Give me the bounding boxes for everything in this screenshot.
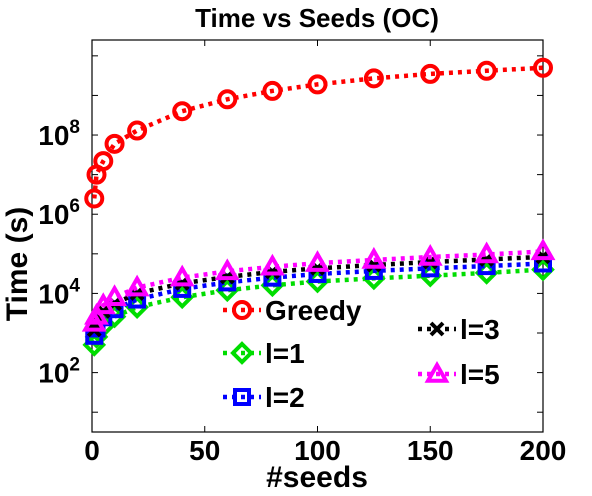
series-l-5 [81,238,556,332]
legend-item: l=3 [418,314,500,345]
data-point [127,120,148,141]
data-point [476,60,497,81]
y-axis-label: Time (s) [1,207,34,321]
data-point [262,80,283,101]
data-point [533,57,553,78]
x-tick-label: 50 [189,435,220,466]
data-point [259,253,285,276]
legend-item: l=1 [223,338,305,369]
y-tick-label: 108 [38,117,80,151]
legend-label: l=1 [265,338,305,369]
legend-item: Greedy [223,295,362,326]
legend-label: l=5 [460,359,500,390]
legend-item: l=5 [418,359,500,390]
data-point [102,284,127,307]
data-point [363,68,384,89]
legend-marker [230,341,254,365]
y-tick-label: 106 [38,196,80,230]
axis-ticks: 0 50 100 150 200 102 104 106 108 [38,40,566,466]
data-point [93,151,114,172]
data-point [361,246,387,269]
data-point [214,258,240,281]
x-tick-label: 150 [407,435,454,466]
legend-label: l=2 [265,382,305,413]
series-layer [81,57,556,357]
data-point [307,74,328,95]
x-tick-label: 0 [84,435,100,466]
legend-marker [233,388,251,406]
y-tick-label: 104 [38,275,80,309]
data-point [172,101,193,122]
legend-label: Greedy [265,295,362,326]
data-point [84,188,105,209]
data-point [124,274,150,297]
legend-marker [424,360,450,383]
data-point [420,63,441,84]
data-point [84,302,109,325]
data-point [305,250,330,272]
data-point [474,241,500,264]
x-axis-label: #seeds [266,461,368,494]
legend-marker [429,321,445,337]
legend-item: l=2 [223,382,305,413]
x-tick-label: 200 [520,435,567,466]
legend-label: l=3 [460,314,500,345]
data-point [530,238,556,261]
x-tick-label: 100 [294,435,341,466]
data-point [169,264,195,287]
data-point [217,89,238,110]
y-tick-label: 102 [38,355,80,389]
legend: Greedy l=1 l=2 l=3 l=5 [223,295,500,413]
data-point [417,243,443,266]
data-point [104,133,125,154]
legend-marker [232,300,252,320]
chart-title: Time vs Seeds (OC) [195,3,439,33]
series-greedy [84,57,553,209]
series-line [92,65,544,199]
